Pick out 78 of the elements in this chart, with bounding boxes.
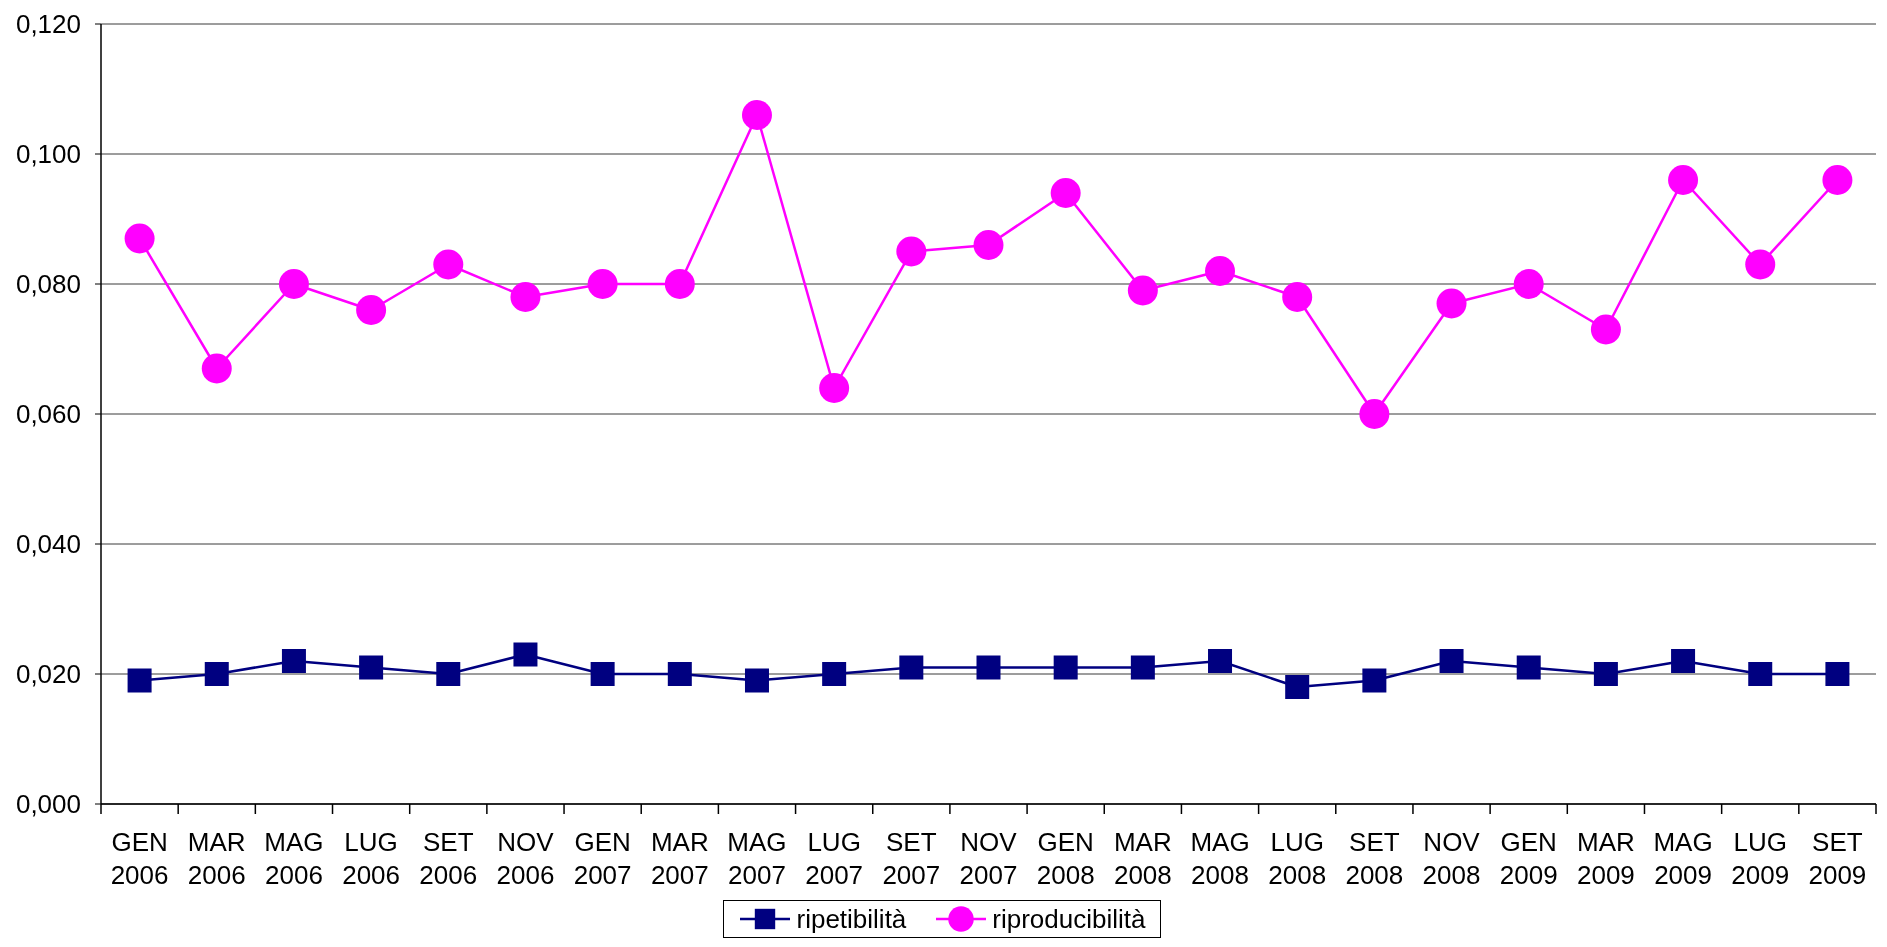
- point: [1362, 668, 1387, 693]
- point: [1127, 275, 1158, 306]
- point: [513, 642, 538, 667]
- x-tick-label: MAG 2007: [727, 827, 787, 890]
- x-tick-label: SET 2007: [882, 827, 941, 890]
- point: [1516, 655, 1541, 680]
- point: [1671, 649, 1696, 673]
- point: [356, 295, 387, 325]
- point: [278, 269, 309, 299]
- x-tick-label: SET 2006: [419, 827, 478, 890]
- x-tick-label: MAG 2006: [264, 827, 324, 890]
- point: [822, 662, 847, 686]
- x-tick-label: GEN 2006: [110, 827, 169, 890]
- point: [1130, 655, 1155, 680]
- x-tick-label: NOV 2006: [496, 827, 555, 890]
- x-tick-label: GEN 2009: [1499, 827, 1558, 890]
- x-tick-label: GEN 2007: [573, 827, 632, 890]
- point: [359, 655, 384, 680]
- point: [667, 662, 692, 686]
- y-tick-label: 0,020: [15, 659, 81, 690]
- point: [1285, 675, 1310, 699]
- point: [1668, 165, 1699, 195]
- point: [1436, 288, 1467, 319]
- point: [590, 662, 615, 686]
- x-tick-label: SET 2008: [1345, 827, 1404, 890]
- legend-label: ripetibilità: [796, 903, 907, 935]
- point: [510, 282, 541, 312]
- point: [1050, 178, 1081, 208]
- point: [1822, 165, 1853, 195]
- x-tick-label: NOV 2007: [959, 827, 1018, 890]
- x-tick-label: GEN 2008: [1036, 827, 1095, 890]
- point: [1590, 314, 1621, 345]
- point: [127, 668, 152, 693]
- point: [973, 230, 1004, 260]
- legend-label: riproducibilità: [992, 903, 1146, 935]
- point: [1359, 399, 1390, 429]
- x-tick-label: MAG 2008: [1190, 827, 1250, 890]
- y-tick-label: 0,060: [15, 399, 81, 430]
- point: [1513, 269, 1544, 299]
- point: [201, 353, 232, 384]
- point: [1282, 282, 1313, 312]
- point: [124, 223, 155, 254]
- x-tick-label: LUG 2009: [1731, 827, 1790, 890]
- y-tick-label: 0,100: [15, 139, 81, 170]
- point: [1439, 649, 1464, 673]
- x-tick-label: LUG 2006: [342, 827, 401, 890]
- point: [281, 649, 306, 673]
- point: [433, 249, 464, 280]
- point: [896, 236, 927, 267]
- point: [819, 373, 850, 403]
- point: [204, 662, 229, 686]
- y-tick-label: 0,120: [15, 9, 81, 40]
- point: [1593, 662, 1618, 686]
- point: [741, 100, 772, 130]
- y-tick-label: 0,000: [15, 789, 81, 820]
- x-tick-label: LUG 2007: [805, 827, 864, 890]
- y-tick-label: 0,080: [15, 269, 81, 300]
- x-tick-label: LUG 2008: [1268, 827, 1327, 890]
- point: [1053, 655, 1078, 680]
- point: [976, 655, 1001, 680]
- point: [1825, 662, 1850, 686]
- point: [1748, 662, 1773, 686]
- point: [436, 662, 461, 686]
- point: [664, 269, 695, 299]
- point: [1745, 249, 1776, 280]
- x-tick-label: MAR 2008: [1113, 827, 1172, 890]
- x-tick-label: MAR 2006: [187, 827, 246, 890]
- point: [587, 269, 618, 299]
- x-tick-label: MAR 2007: [650, 827, 709, 890]
- point: [1208, 649, 1233, 673]
- y-tick-label: 0,040: [15, 529, 81, 560]
- x-tick-label: SET 2009: [1808, 827, 1867, 890]
- point: [1205, 256, 1236, 286]
- point: [744, 668, 769, 693]
- x-tick-label: NOV 2008: [1422, 827, 1481, 890]
- x-tick-label: MAG 2009: [1653, 827, 1713, 890]
- x-tick-label: MAR 2009: [1576, 827, 1635, 890]
- point: [899, 655, 924, 680]
